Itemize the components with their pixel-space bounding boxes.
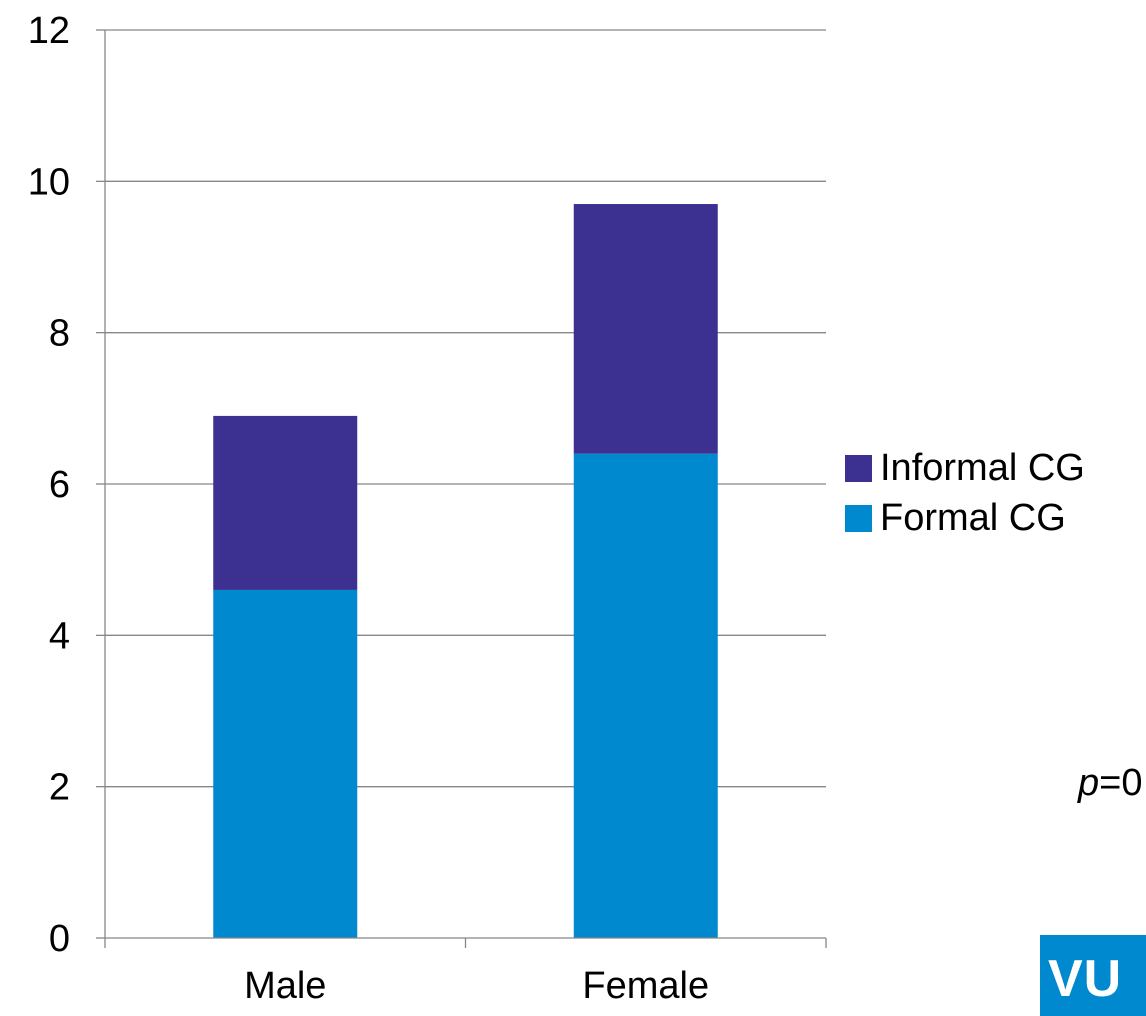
legend-item-informal: Informal CG [845,443,1085,493]
legend-label-informal: Informal CG [880,446,1085,489]
y-tick-label: 0 [49,918,70,960]
bar-male-formal-cg [213,589,358,938]
legend-swatch-informal [845,454,872,482]
p-value-text: =0 [1099,762,1143,804]
y-tick-label: 8 [49,313,70,355]
legend-label-formal: Formal CG [880,496,1066,539]
bar-male-informal-cg [213,415,358,590]
y-tick-label: 4 [49,615,70,657]
y-tick-label: 12 [28,10,70,52]
tick-labels: 0 2 4 6 8 10 12 Male Female [28,10,709,1007]
bar-female-informal-cg [573,204,718,454]
axes [96,29,827,948]
legend-swatch-formal [845,504,872,532]
bar-female-formal-cg [573,453,718,938]
y-tick-label: 6 [49,464,70,506]
p-value-symbol: p [1078,762,1100,804]
x-tick-label: Female [582,965,709,1007]
p-value-annotation: p=0 [1078,762,1142,805]
vu-logo-text: VU [1048,950,1123,1008]
y-tick-label: 2 [49,767,70,809]
bars [213,204,718,938]
gridlines [105,29,826,788]
legend-item-formal: Formal CG [845,493,1085,543]
y-tick-label: 10 [28,161,70,203]
x-tick-label: Male [244,965,326,1007]
vu-logo: VU [1040,935,1146,1016]
chart-legend: Informal CG Formal CG [845,443,1085,543]
